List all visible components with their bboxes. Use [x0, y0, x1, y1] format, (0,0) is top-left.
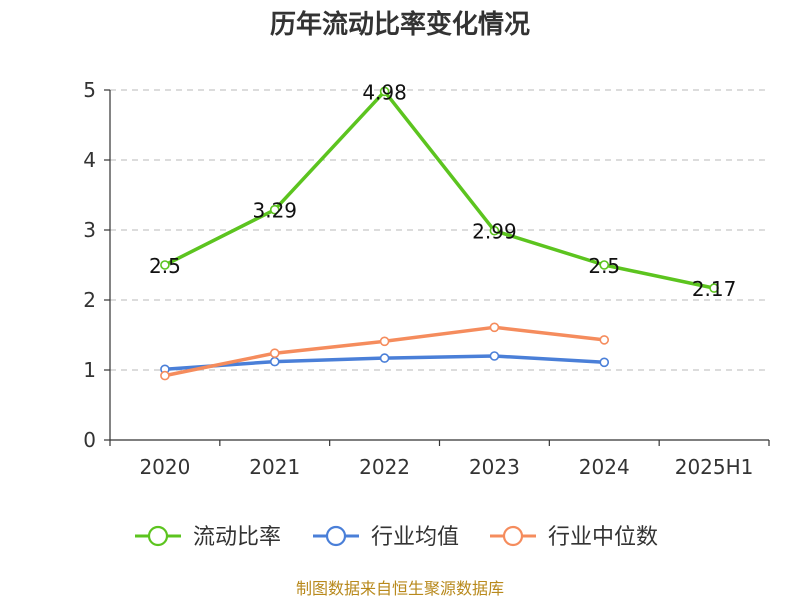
legend-item[interactable]: 行业中位数 — [490, 525, 658, 550]
legend: 流动比率 行业均值 行业中位数 — [135, 525, 658, 550]
legend-label: 流动比率 — [193, 525, 281, 550]
series-line — [164, 325, 605, 378]
legend-marker — [502, 525, 524, 547]
legend-marker — [325, 525, 347, 547]
data-point — [489, 225, 500, 236]
data-labels: 2.5 3.29 4.98 2.99 2.5 2.17 — [149, 80, 736, 301]
legend-item[interactable]: 流动比率 — [135, 525, 281, 550]
y-tick-label: 4 — [83, 148, 96, 172]
data-label: 2.99 — [472, 220, 517, 244]
y-tick-label: 1 — [83, 358, 96, 382]
data-point — [489, 351, 500, 361]
x-tick-label: 2025H1 — [675, 455, 754, 479]
y-tick-label: 5 — [83, 78, 96, 102]
data-point — [379, 336, 390, 347]
data-label: 2.17 — [692, 277, 737, 301]
data-point — [709, 283, 719, 293]
grid-lines — [110, 89, 769, 371]
legend-label: 行业均值 — [371, 525, 459, 550]
data-point — [599, 260, 610, 270]
data-point — [269, 204, 280, 215]
data-label: 3.29 — [252, 199, 297, 223]
y-tick-label: 0 — [83, 428, 96, 452]
chart-title: 历年流动比率变化情况 — [270, 9, 530, 40]
x-tick-label: 2020 — [139, 455, 190, 479]
data-label: 2.5 — [588, 254, 620, 278]
data-point — [160, 370, 170, 381]
legend-item[interactable]: 行业均值 — [313, 525, 459, 550]
series-group — [160, 86, 719, 381]
data-point — [269, 348, 280, 359]
data-label: 2.5 — [149, 254, 181, 278]
x-tick-label: 2022 — [359, 455, 410, 479]
data-point — [599, 357, 610, 368]
legend-marker — [147, 525, 169, 547]
data-point — [269, 356, 280, 367]
data-label: 4.98 — [362, 80, 407, 104]
data-point — [489, 322, 500, 333]
y-tick-label: 2 — [83, 288, 96, 312]
data-point — [160, 260, 170, 270]
x-tick-label: 2024 — [579, 455, 630, 479]
series-line — [164, 89, 715, 290]
x-tick-label: 2021 — [249, 455, 300, 479]
y-tick-label: 3 — [83, 218, 96, 242]
data-point — [379, 86, 390, 97]
x-tick-label: 2023 — [469, 455, 520, 479]
data-point — [599, 335, 610, 345]
axes: 0 1 2 3 4 5 2020 2021 2022 2023 2024 2025H1 — [83, 78, 770, 479]
data-point — [379, 353, 390, 363]
legend-label: 行业中位数 — [548, 525, 658, 550]
source-note: 制图数据来自恒生聚源数据库 — [296, 579, 504, 598]
